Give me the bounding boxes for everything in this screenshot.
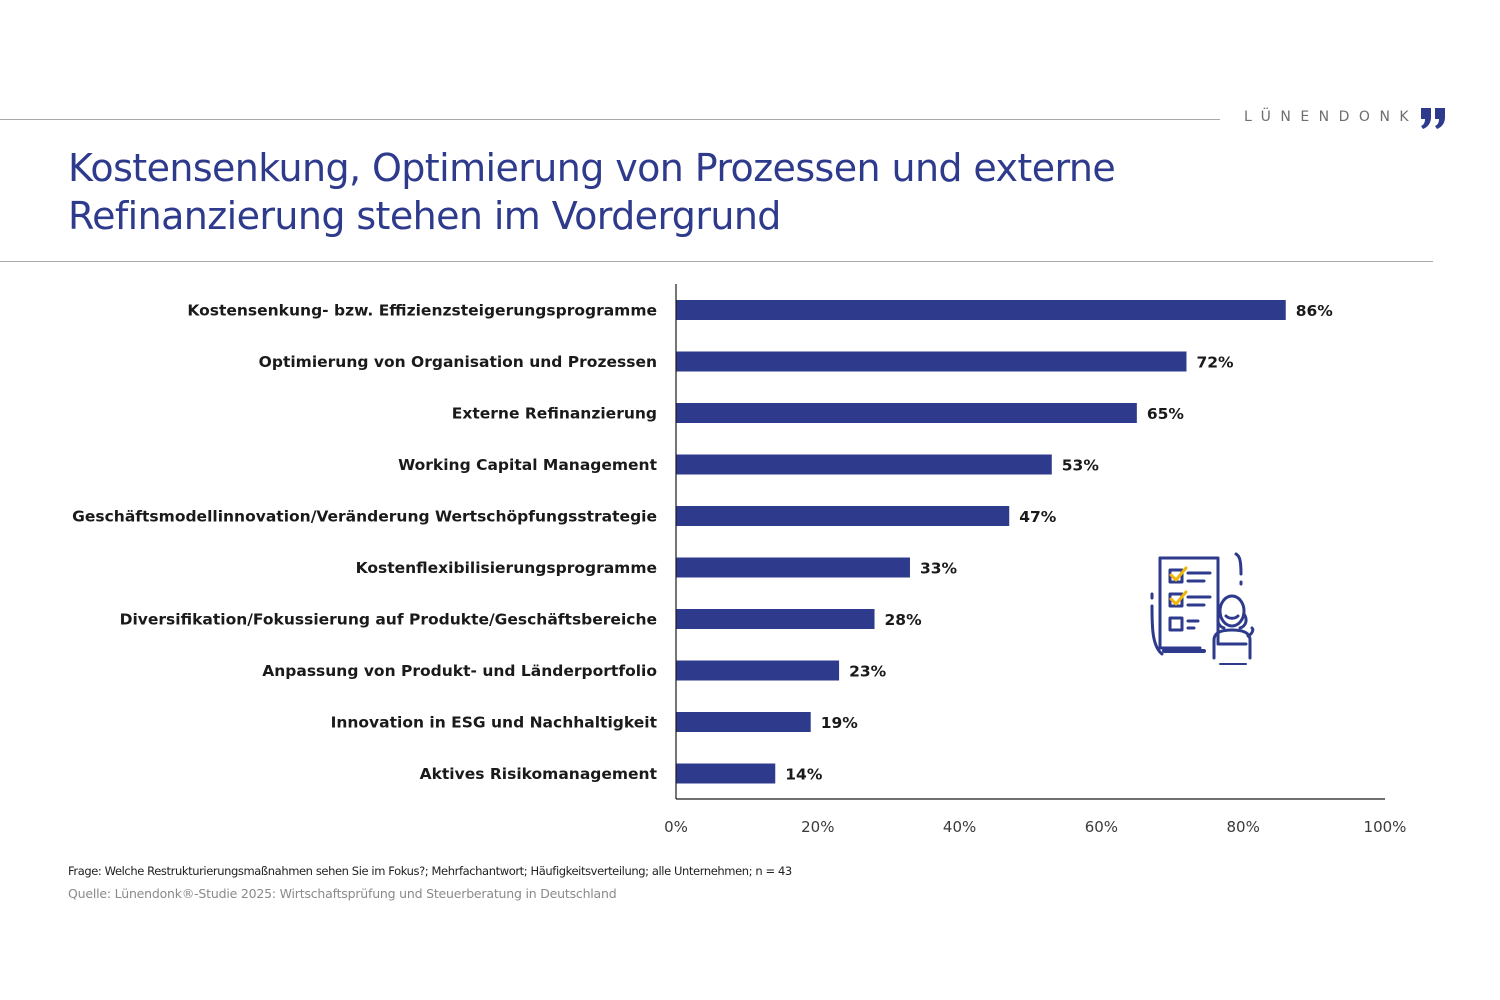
x-tick-label: 60% bbox=[1085, 818, 1118, 836]
bar-row: Innovation in ESG und Nachhaltigkeit 19% bbox=[331, 712, 859, 732]
bar bbox=[676, 403, 1137, 423]
category-label: Kostensenkung- bzw. Effizienzsteigerungs… bbox=[187, 302, 657, 320]
bar bbox=[676, 660, 840, 681]
category-label: Kostenflexibilisierungsprogramme bbox=[356, 559, 657, 577]
bar-row: Working Capital Management 53% bbox=[398, 454, 1100, 475]
category-label: Externe Refinanzierung bbox=[452, 405, 657, 423]
bar bbox=[676, 763, 776, 784]
brand-name: LÜNENDONK bbox=[1244, 109, 1419, 125]
value-label: 47% bbox=[1019, 508, 1057, 526]
value-label: 23% bbox=[849, 663, 887, 681]
bar-row: Externe Refinanzierung 65% bbox=[452, 403, 1185, 423]
bar-row: Kostensenkung- bzw. Effizienzsteigerungs… bbox=[187, 300, 1333, 320]
survey-question-note: Frage: Welche Restrukturierungsmaßnahmen… bbox=[68, 864, 792, 878]
brand-logo: LÜNENDONK bbox=[1244, 104, 1448, 130]
x-ticks-layer: 0% 20% 40% 60% 80% 100% bbox=[664, 818, 1406, 836]
bar bbox=[676, 351, 1187, 372]
bar bbox=[676, 454, 1052, 475]
bar bbox=[676, 609, 875, 629]
value-label: 86% bbox=[1296, 302, 1334, 320]
bar-row: Diversifikation/Fokussierung auf Produkt… bbox=[120, 609, 922, 629]
value-label: 19% bbox=[821, 714, 859, 732]
x-tick-label: 0% bbox=[664, 818, 688, 836]
category-label: Anpassung von Produkt- und Länderportfol… bbox=[262, 662, 657, 680]
category-label: Optimierung von Organisation und Prozess… bbox=[259, 353, 657, 371]
value-label: 53% bbox=[1062, 457, 1100, 475]
bars-layer: Kostensenkung- bzw. Effizienzsteigerungs… bbox=[72, 300, 1333, 784]
header-divider bbox=[0, 119, 1220, 120]
x-tick-label: 80% bbox=[1227, 818, 1260, 836]
category-label: Geschäftsmodellinnovation/Veränderung We… bbox=[72, 508, 657, 526]
value-label: 65% bbox=[1147, 405, 1185, 423]
checklist-person-icon bbox=[1150, 552, 1255, 665]
page-title: Kostensenkung, Optimierung von Prozessen… bbox=[68, 144, 1268, 240]
bar bbox=[676, 506, 1010, 526]
bar bbox=[676, 712, 811, 732]
bar-chart: Kostensenkung- bzw. Effizienzsteigerungs… bbox=[72, 284, 1406, 836]
value-label: 14% bbox=[785, 766, 823, 784]
bar-row: Kostenflexibilisierungsprogramme 33% bbox=[356, 557, 958, 578]
x-tick-label: 100% bbox=[1364, 818, 1407, 836]
category-label: Diversifikation/Fokussierung auf Produkt… bbox=[120, 611, 657, 629]
category-label: Innovation in ESG und Nachhaltigkeit bbox=[331, 714, 658, 732]
title-line-2: Refinanzierung stehen im Vordergrund bbox=[68, 194, 781, 238]
title-line-1: Kostensenkung, Optimierung von Prozessen… bbox=[68, 146, 1116, 190]
title-divider bbox=[0, 261, 1433, 262]
bar-row: Anpassung von Produkt- und Länderportfol… bbox=[262, 660, 887, 681]
bar-row: Aktives Risikomanagement 14% bbox=[420, 763, 823, 784]
bar bbox=[676, 300, 1286, 320]
bar bbox=[676, 557, 910, 578]
value-label: 28% bbox=[885, 611, 923, 629]
bar-row: Geschäftsmodellinnovation/Veränderung We… bbox=[72, 506, 1057, 526]
category-label: Aktives Risikomanagement bbox=[420, 765, 658, 783]
value-label: 33% bbox=[920, 560, 958, 578]
quote-mark-icon bbox=[1421, 108, 1446, 129]
source-note: Quelle: Lünendonk®-Studie 2025: Wirtscha… bbox=[68, 886, 617, 901]
x-tick-label: 20% bbox=[801, 818, 834, 836]
value-label: 72% bbox=[1196, 354, 1234, 372]
x-tick-label: 40% bbox=[943, 818, 976, 836]
bar-row: Optimierung von Organisation und Prozess… bbox=[259, 351, 1234, 372]
category-label: Working Capital Management bbox=[398, 456, 657, 474]
